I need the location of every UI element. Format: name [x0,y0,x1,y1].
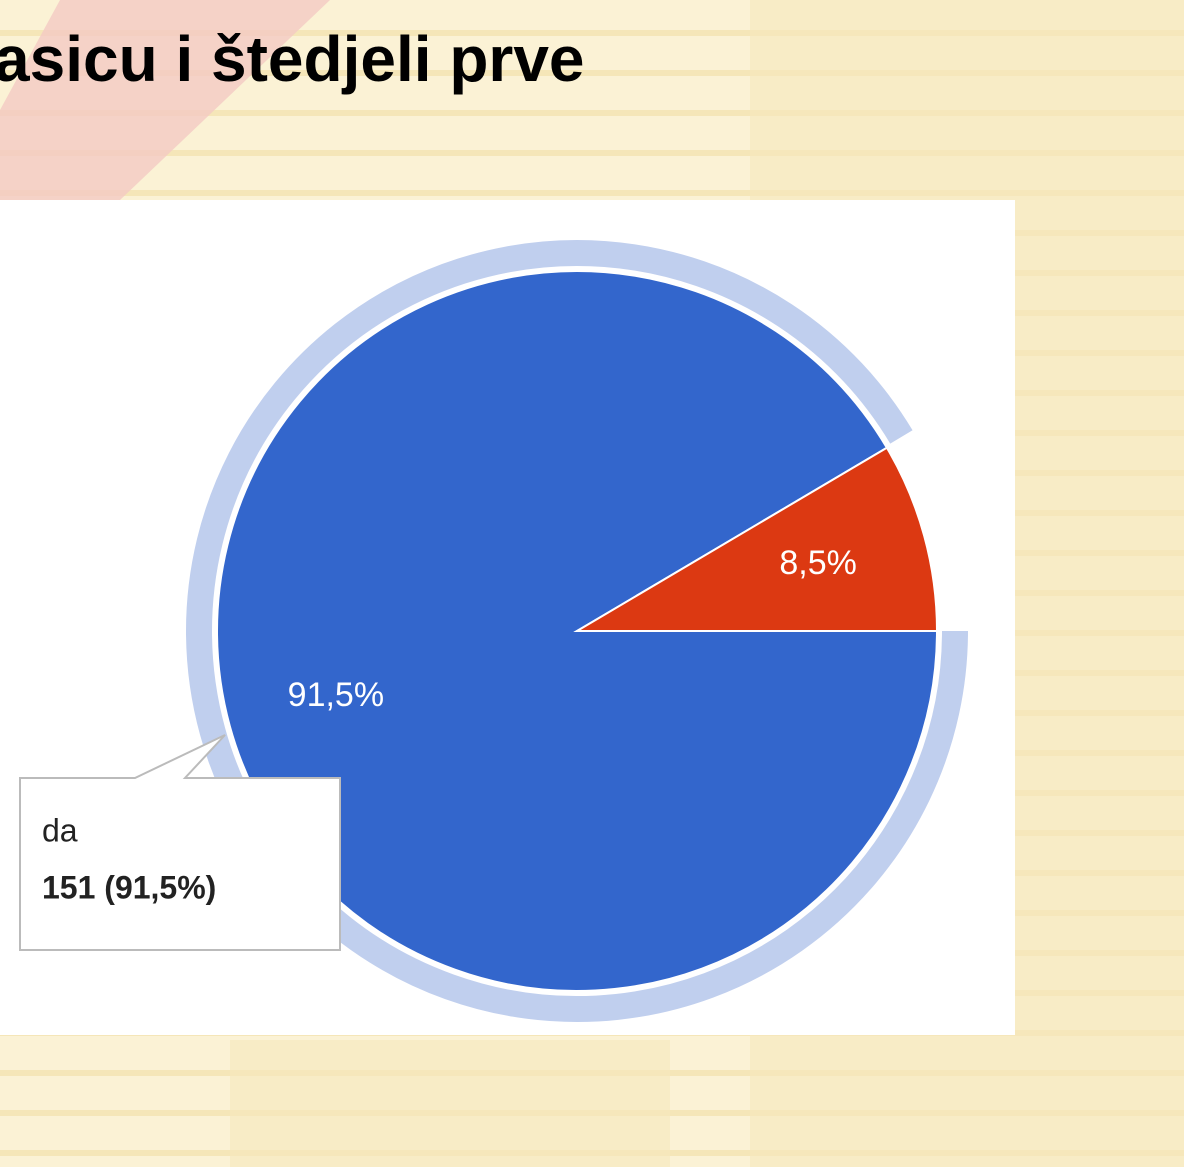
tooltip-value: 151 (91,5%) [42,869,216,905]
pie-slice [573,446,939,632]
highlight-ring [186,240,968,1022]
slice-label: 91,5% [288,676,384,714]
tooltip: da 151 (91,5%) [19,734,341,951]
coin-stack [230,1040,670,1167]
tooltip-category: da [42,812,78,848]
decor-swoosh [0,0,330,200]
slice-label: 8,5% [779,544,857,582]
slide-title: asicu i štedjeli prve [0,23,585,95]
pie-chart: 91,5% 8,5% [186,240,968,1022]
tooltip-box [19,734,341,951]
